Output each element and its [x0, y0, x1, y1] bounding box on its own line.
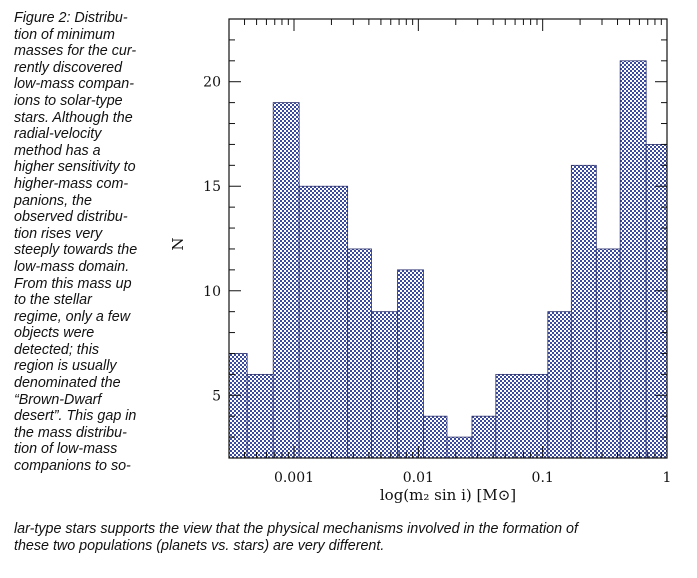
caption-line: companions to so- — [14, 458, 131, 475]
histogram-bars — [228, 60, 668, 459]
figure-caption: Figure 2: Distribu-tion of minimum masses… — [14, 10, 164, 475]
caption-line: masses for the cur- — [14, 43, 137, 60]
histogram-bar — [595, 248, 621, 459]
caption-line: panions, the — [14, 192, 92, 209]
x-tick-label: 0.1 — [532, 470, 554, 486]
x-tick-label: 0.001 — [274, 470, 314, 486]
caption-line: radial-velocity — [14, 126, 102, 143]
caption-line: lar-type stars supports the view that th… — [14, 521, 578, 537]
histogram-bar — [570, 164, 597, 459]
caption-line: regime, only a few — [14, 308, 131, 325]
histogram-bar — [423, 415, 448, 459]
histogram-bar — [397, 269, 424, 459]
histogram-bar — [645, 144, 668, 459]
caption-line: denominated the — [14, 375, 121, 392]
caption-line: From this mass up — [14, 275, 132, 292]
caption-line: ions to solar-type — [14, 92, 123, 109]
caption-line: tion of minimum — [14, 26, 115, 43]
caption-line: observed distribu- — [14, 209, 128, 226]
caption-line: objects were — [14, 325, 95, 342]
figure-caption-continuation: lar-type stars supports the view that th… — [14, 521, 686, 554]
histogram-bar — [371, 311, 398, 459]
histogram-bar — [495, 373, 549, 459]
histogram-bar — [471, 415, 497, 459]
x-axis-label: log(m₂ sin i) [M⊙] — [380, 486, 516, 504]
caption-line: tion of low-mass — [14, 441, 118, 458]
y-axis-label: N — [169, 237, 187, 250]
y-tick-label: 15 — [203, 179, 221, 195]
caption-line: low-mass domain. — [14, 258, 130, 275]
y-tick-label: 5 — [212, 388, 221, 404]
plot-frame — [228, 18, 668, 459]
y-tick-label: 20 — [203, 75, 221, 91]
histogram-bar — [272, 102, 300, 459]
caption-line: these two populations (planets vs. stars… — [14, 537, 385, 554]
histogram-bar — [228, 353, 248, 459]
caption-line: “Brown-Dwarf — [14, 391, 102, 408]
x-tick-label: 0.01 — [403, 470, 434, 486]
histogram-bar — [619, 60, 647, 459]
histogram-bar — [298, 185, 349, 459]
x-tick-label: 1 — [663, 470, 672, 486]
caption-line: higher sensitivity to — [14, 159, 136, 176]
caption-line: the mass distribu- — [14, 424, 127, 441]
histogram-bar — [246, 373, 274, 459]
y-tick-label: 10 — [203, 284, 221, 300]
caption-line: detected; this — [14, 341, 100, 358]
caption-line: stars. Although the — [14, 109, 133, 126]
caption-line: method has a — [14, 142, 101, 159]
caption-line: rently discovered — [14, 59, 123, 76]
caption-line: region is usually — [14, 358, 117, 375]
caption-line: tion rises very — [14, 225, 103, 242]
histogram-bar — [347, 248, 372, 459]
caption-line: to the stellar — [14, 292, 92, 309]
caption-line: steeply towards the — [14, 242, 138, 259]
caption-line: low-mass compan- — [14, 76, 134, 93]
histogram-bar — [547, 311, 572, 459]
caption-line: Figure 2: Distribu- — [14, 10, 128, 26]
histogram-bar — [446, 436, 473, 459]
caption-line: higher-mass com- — [14, 175, 129, 192]
caption-line: desert”. This gap in — [14, 408, 137, 425]
